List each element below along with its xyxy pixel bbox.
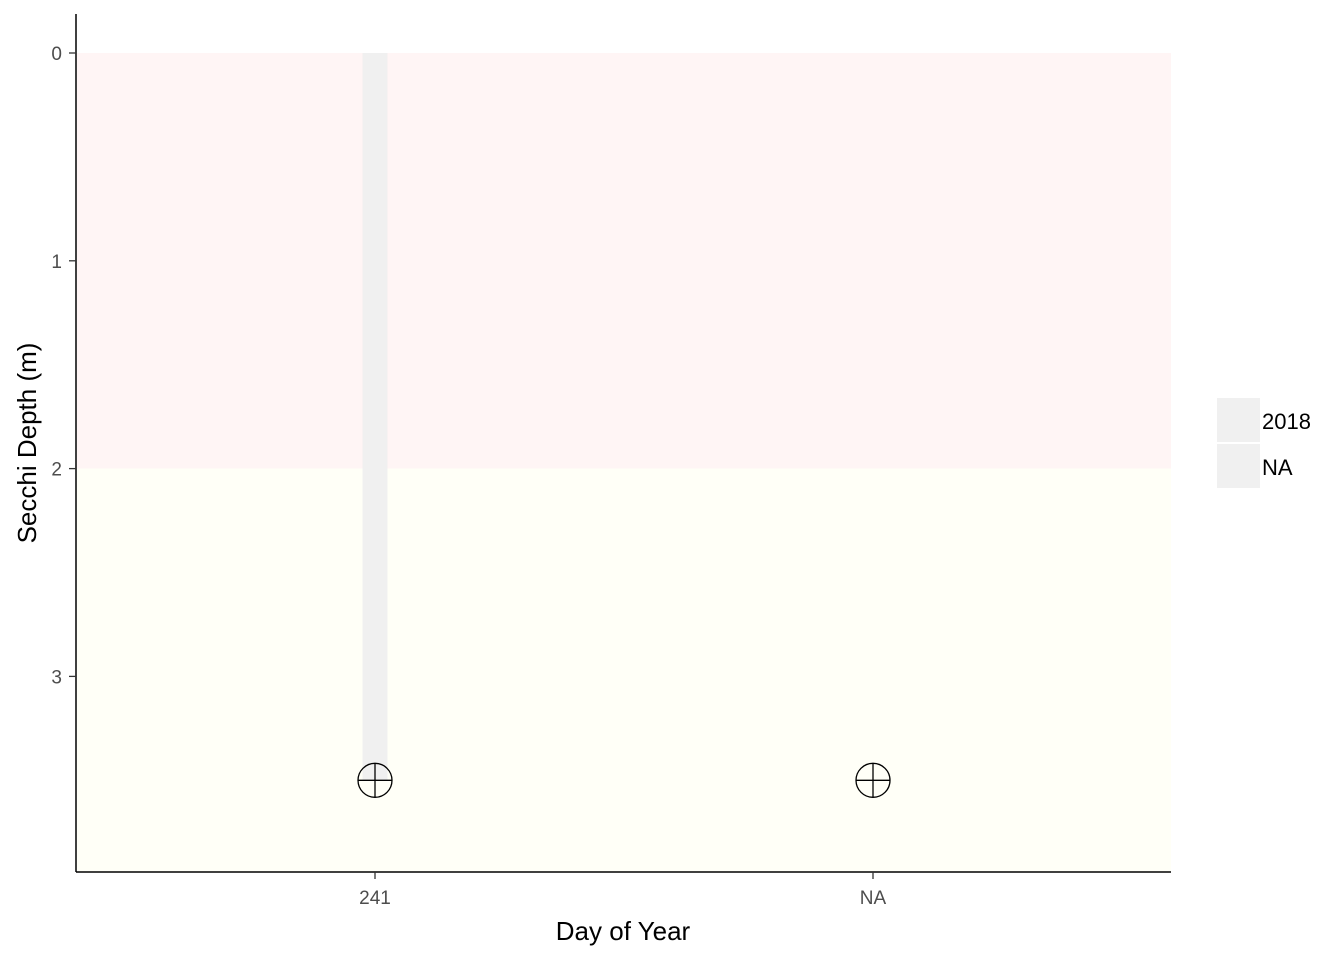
x-axis-title: Day of Year [556,916,691,946]
y-axis-title: Secchi Depth (m) [12,343,42,544]
point-241 [357,762,393,798]
y-tick-label-0: 0 [51,44,62,65]
x-tick-label-241: 241 [359,888,391,909]
background-bands [77,53,1171,872]
legend: 2018 NA [1217,398,1311,488]
y-tick-label-2: 2 [51,460,62,481]
y-axis-ticks: 0 1 2 3 [51,44,76,688]
bars [362,53,388,781]
y-tick-label-1: 1 [51,252,62,273]
legend-label-2018: 2018 [1262,409,1311,434]
point-NA [855,762,891,798]
x-axis-ticks: 241 NA [359,872,887,909]
x-tick-label-NA: NA [860,888,887,909]
legend-key-NA [1217,444,1260,488]
band-0 [77,53,1171,469]
legend-key-2018 [1217,398,1260,442]
data-points [357,762,891,798]
y-tick-label-3: 3 [51,667,62,688]
band-1 [77,468,1171,872]
legend-label-NA: NA [1262,455,1293,480]
bar-241 [362,53,388,781]
